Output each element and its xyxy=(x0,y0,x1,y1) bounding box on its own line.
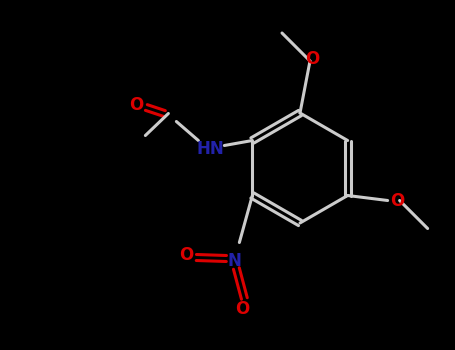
Text: HN: HN xyxy=(197,140,224,158)
Text: O: O xyxy=(305,50,319,68)
Text: O: O xyxy=(390,191,405,210)
Text: O: O xyxy=(235,300,249,317)
Text: O: O xyxy=(179,246,193,265)
Text: O: O xyxy=(129,97,143,114)
Text: N: N xyxy=(228,252,241,270)
